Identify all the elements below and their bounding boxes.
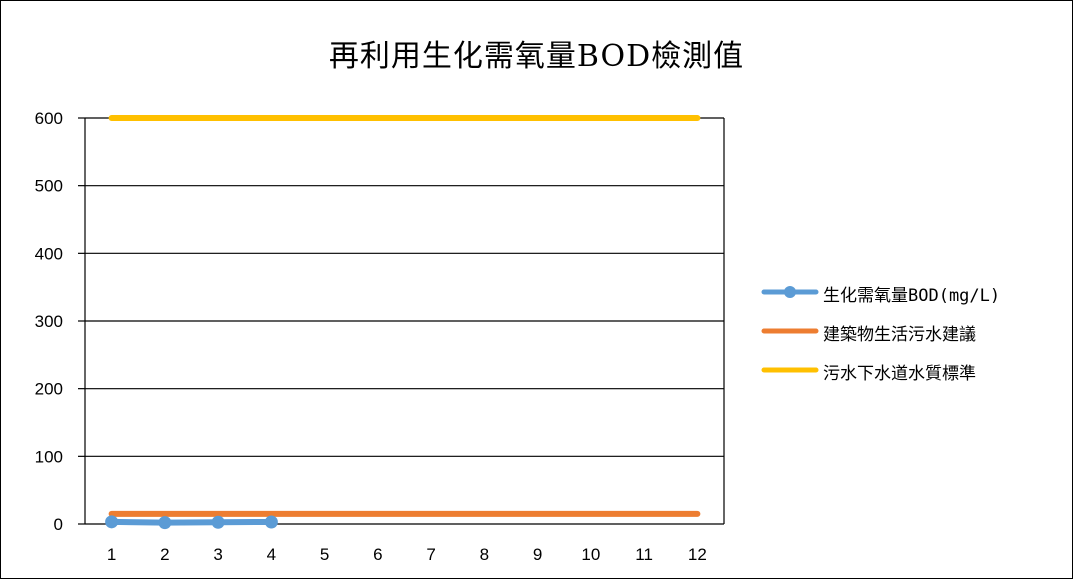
x-tick-label: 11 — [635, 545, 653, 564]
x-tick-label: 8 — [480, 545, 489, 564]
x-tick-label: 3 — [213, 545, 222, 564]
y-tick-label: 200 — [35, 380, 63, 399]
x-tick-label: 10 — [581, 545, 600, 564]
x-tick-label: 6 — [373, 545, 382, 564]
legend-item: 生化需氧量BOD(mg/L) — [761, 281, 1071, 320]
data-point — [264, 515, 278, 529]
legend-item: 污水下水道水質標準 — [761, 359, 1071, 398]
legend-label: 生化需氧量BOD(mg/L) — [823, 286, 1001, 306]
data-point — [105, 515, 119, 529]
x-tick-label: 4 — [267, 545, 276, 564]
y-tick-label: 500 — [35, 177, 63, 196]
x-tick-label: 2 — [160, 545, 169, 564]
chart-legend: 生化需氧量BOD(mg/L) 建築物生活污水建議 污水下水道水質標準 — [761, 281, 1071, 398]
legend-label: 建築物生活污水建議 — [823, 325, 976, 345]
y-tick-label: 600 — [35, 109, 63, 128]
x-tick-label: 5 — [320, 545, 329, 564]
y-tick-label: 0 — [54, 515, 63, 534]
legend-swatch — [761, 328, 819, 334]
x-tick-label: 7 — [426, 545, 435, 564]
y-tick-label: 100 — [35, 447, 63, 466]
x-tick-label: 12 — [688, 545, 707, 564]
series-line — [108, 518, 275, 526]
data-point — [158, 516, 172, 530]
y-tick-label: 400 — [35, 244, 63, 263]
x-tick-label: 1 — [107, 545, 116, 564]
data-point — [211, 515, 225, 529]
legend-item: 建築物生活污水建議 — [761, 320, 1071, 359]
legend-swatch — [761, 367, 819, 373]
x-tick-label: 9 — [533, 545, 542, 564]
legend-swatch-marker — [784, 286, 796, 298]
chart-title: 再利用生化需氧量BOD檢測值 — [328, 39, 745, 74]
y-tick-label: 300 — [35, 312, 63, 331]
legend-label: 污水下水道水質標準 — [823, 364, 976, 384]
legend-swatch — [761, 286, 819, 298]
